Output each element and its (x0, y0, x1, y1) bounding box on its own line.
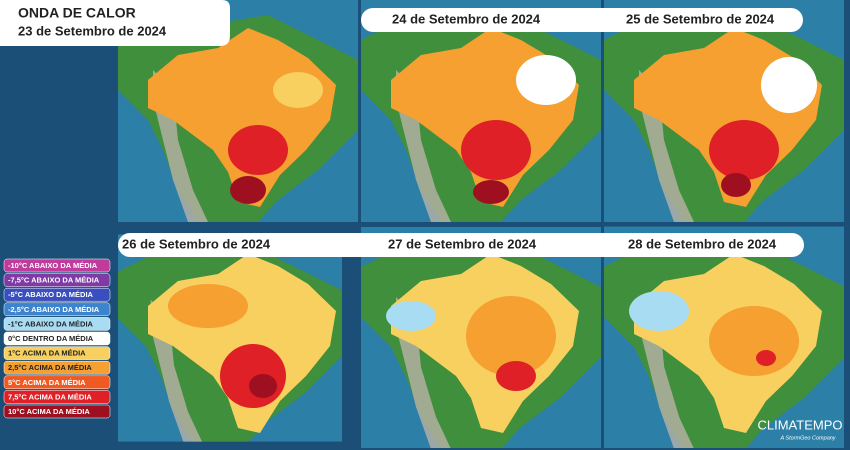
legend-swatch (3, 346, 111, 360)
legend-label: -1°C ABAIXO DA MÉDIA (8, 319, 94, 328)
legend-swatch (3, 404, 111, 419)
legend-swatch (3, 302, 111, 317)
legend-label: 10°C ACIMA DA MÉDIA (8, 407, 90, 416)
legend: -10°C ABAIXO DA MÉDIA -7,5°C ABAIXO DA MÉ… (3, 258, 111, 419)
logo-tagline: A StormGeo Company (779, 435, 836, 441)
legend-label: -2,5°C ABAIXO DA MÉDIA (8, 305, 100, 314)
logo: CLIMATEMPO (758, 417, 843, 432)
legend-label: 0°C DENTRO DA MÉDIA (8, 334, 94, 343)
map-panel (361, 227, 601, 448)
subtitle: 23 de Setembro de 2024 (18, 23, 167, 38)
map-panel (604, 0, 844, 222)
legend-swatch (3, 360, 111, 375)
legend-label: -5°C ABAIXO DA MÉDIA (8, 290, 94, 299)
legend-label: 1°C ACIMA DA MÉDIA (8, 349, 86, 358)
title: ONDA DE CALOR (18, 5, 136, 21)
legend-swatch (3, 258, 111, 273)
map-panel (361, 0, 601, 222)
legend-label: -7,5°C ABAIXO DA MÉDIA (8, 276, 100, 285)
map-panel (118, 0, 358, 222)
legend-swatch (3, 331, 111, 346)
date-bar (118, 233, 804, 257)
legend-swatch (3, 317, 111, 331)
map-panel (118, 234, 342, 442)
legend-swatch (3, 287, 111, 302)
date-label: 27 de Setembro de 2024 (388, 236, 537, 251)
title-box (0, 0, 230, 46)
date-label: 24 de Setembro de 2024 (392, 11, 541, 26)
map-panel (604, 226, 844, 448)
date-label: 26 de Setembro de 2024 (122, 236, 271, 251)
legend-swatch (3, 375, 111, 390)
date-label: 28 de Setembro de 2024 (628, 236, 777, 251)
legend-swatch (3, 390, 111, 404)
legend-label: 7,5°C ACIMA DA MÉDIA (8, 392, 92, 401)
legend-label: 5°C ACIMA DA MÉDIA (8, 378, 86, 387)
date-label: 25 de Setembro de 2024 (626, 11, 775, 26)
legend-label: -10°C ABAIXO DA MÉDIA (8, 261, 98, 270)
legend-label: 2,5°C ACIMA DA MÉDIA (8, 363, 92, 372)
legend-swatch (3, 273, 111, 287)
date-bar (361, 8, 803, 32)
